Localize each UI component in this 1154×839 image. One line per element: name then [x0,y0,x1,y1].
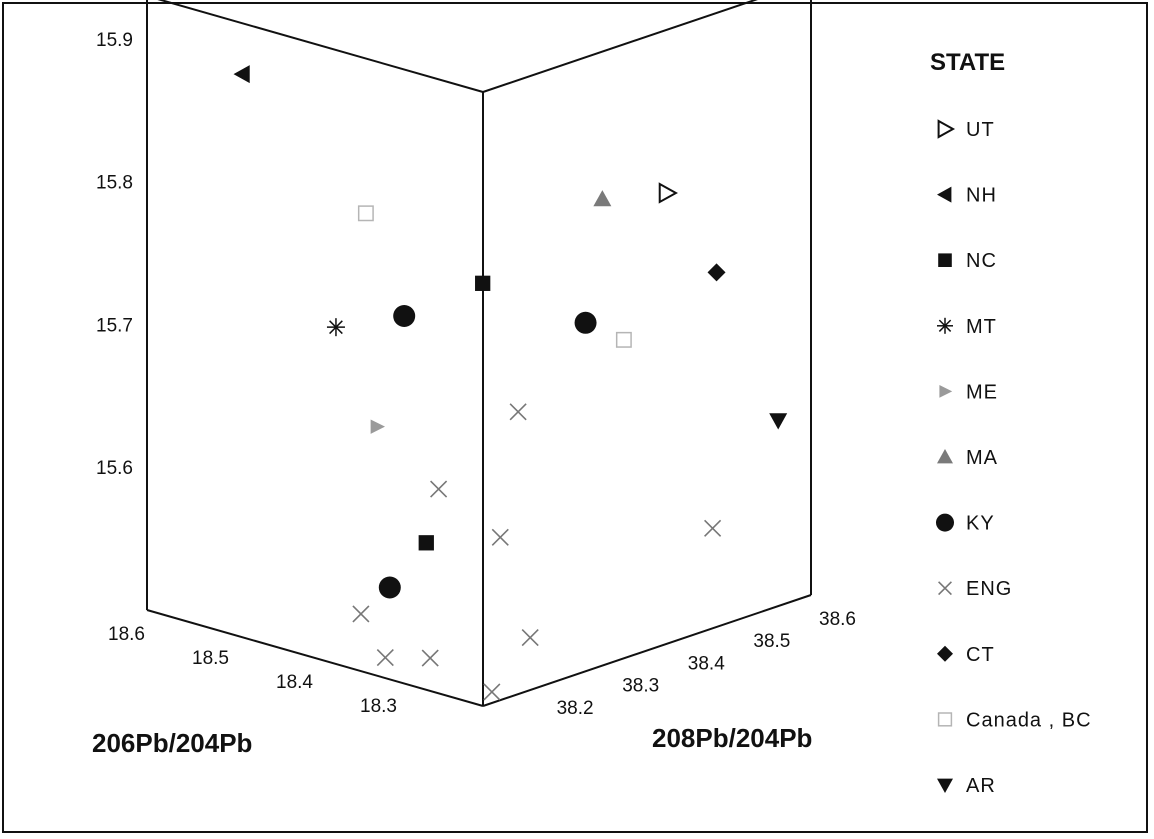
data-point-ut [658,182,678,204]
data-point-ct [707,263,726,282]
tick-labels: 15.9 15.8 15.7 15.6 18.6 18.5 18.4 18.3 38.2 38.3… [96,30,856,719]
y-axis-title: 208Pb/204Pb [652,723,812,753]
data-point-eng [483,683,501,701]
data-point-ky [378,576,401,599]
legend-title: STATE [930,49,1005,76]
data-point-me [370,419,386,434]
x-axis-title: 206Pb/204Pb [92,728,252,758]
legend-label: KY [966,513,995,535]
data-point-ar [769,413,788,430]
data-point-nc [418,535,434,551]
data-point-eng [509,403,527,421]
data-point-eng [521,629,539,647]
legend-marker-ct [937,645,953,662]
x-tick-label: 18.3 [360,696,397,717]
data-point-eng [491,528,509,546]
legend-label: AR [966,775,996,797]
cube-edge-top-left [157,0,484,93]
data-point-eng [704,519,722,537]
data-point-eng [430,480,448,498]
y-tick-label: 38.4 [688,653,725,674]
legend-label: CT [966,644,995,666]
legend-label: ENG [966,578,1012,600]
legend-marker-ma [937,449,953,464]
legend-label: MA [966,447,998,469]
legend-label: MT [966,316,997,338]
legend-marker-nh [937,186,952,203]
legend-marker-mt [937,317,953,334]
data-point-eng [352,605,370,623]
data-points [233,65,788,701]
y-tick-label: 38.5 [753,631,790,652]
data-point-ky [393,305,416,328]
legend-marker-me [939,385,953,398]
cube-edge-top-right [482,0,758,93]
x-tick-label: 18.4 [276,672,313,693]
legend-marker-nc [938,253,952,267]
legend-label: NC [966,250,997,272]
legend-label: UT [966,119,995,141]
x-tick-label: 18.5 [192,648,229,669]
z-tick-label: 15.7 [96,315,133,336]
data-point-mt [326,318,345,337]
data-point-ma [593,190,612,207]
legend-marker-ar [937,778,953,793]
legend: STATE UT NH NC MT ME MA KY ENG CT Canada , BC AR [930,49,1092,797]
data-point-ky [574,311,597,334]
data-point-canada-bc [615,331,632,348]
cube-edge-floor-left [146,609,484,707]
axis-titles: 206Pb/204Pb 208Pb/204Pb [92,723,812,758]
plot-cube [146,0,812,707]
legend-label: NH [966,185,997,207]
y-tick-label: 38.3 [622,676,659,697]
y-tick-label: 38.6 [819,609,856,630]
data-point-canada-bc [357,205,374,222]
z-tick-label: 15.9 [96,30,133,51]
z-tick-label: 15.6 [96,458,133,479]
legend-label: Canada , BC [966,709,1092,731]
legend-marker-eng [938,581,952,596]
data-point-eng [421,649,439,667]
cube-edge-floor-right [482,594,812,707]
data-point-nc [475,275,491,291]
x-tick-label: 18.6 [108,624,145,645]
legend-label: ME [966,381,998,403]
z-tick-label: 15.8 [96,173,133,194]
data-point-eng [376,648,394,667]
data-point-nh [233,65,250,84]
legend-marker-ky [936,513,954,532]
legend-marker-ut [937,119,956,139]
y-tick-label: 38.2 [557,698,594,719]
legend-marker-canada-bc [937,712,953,727]
